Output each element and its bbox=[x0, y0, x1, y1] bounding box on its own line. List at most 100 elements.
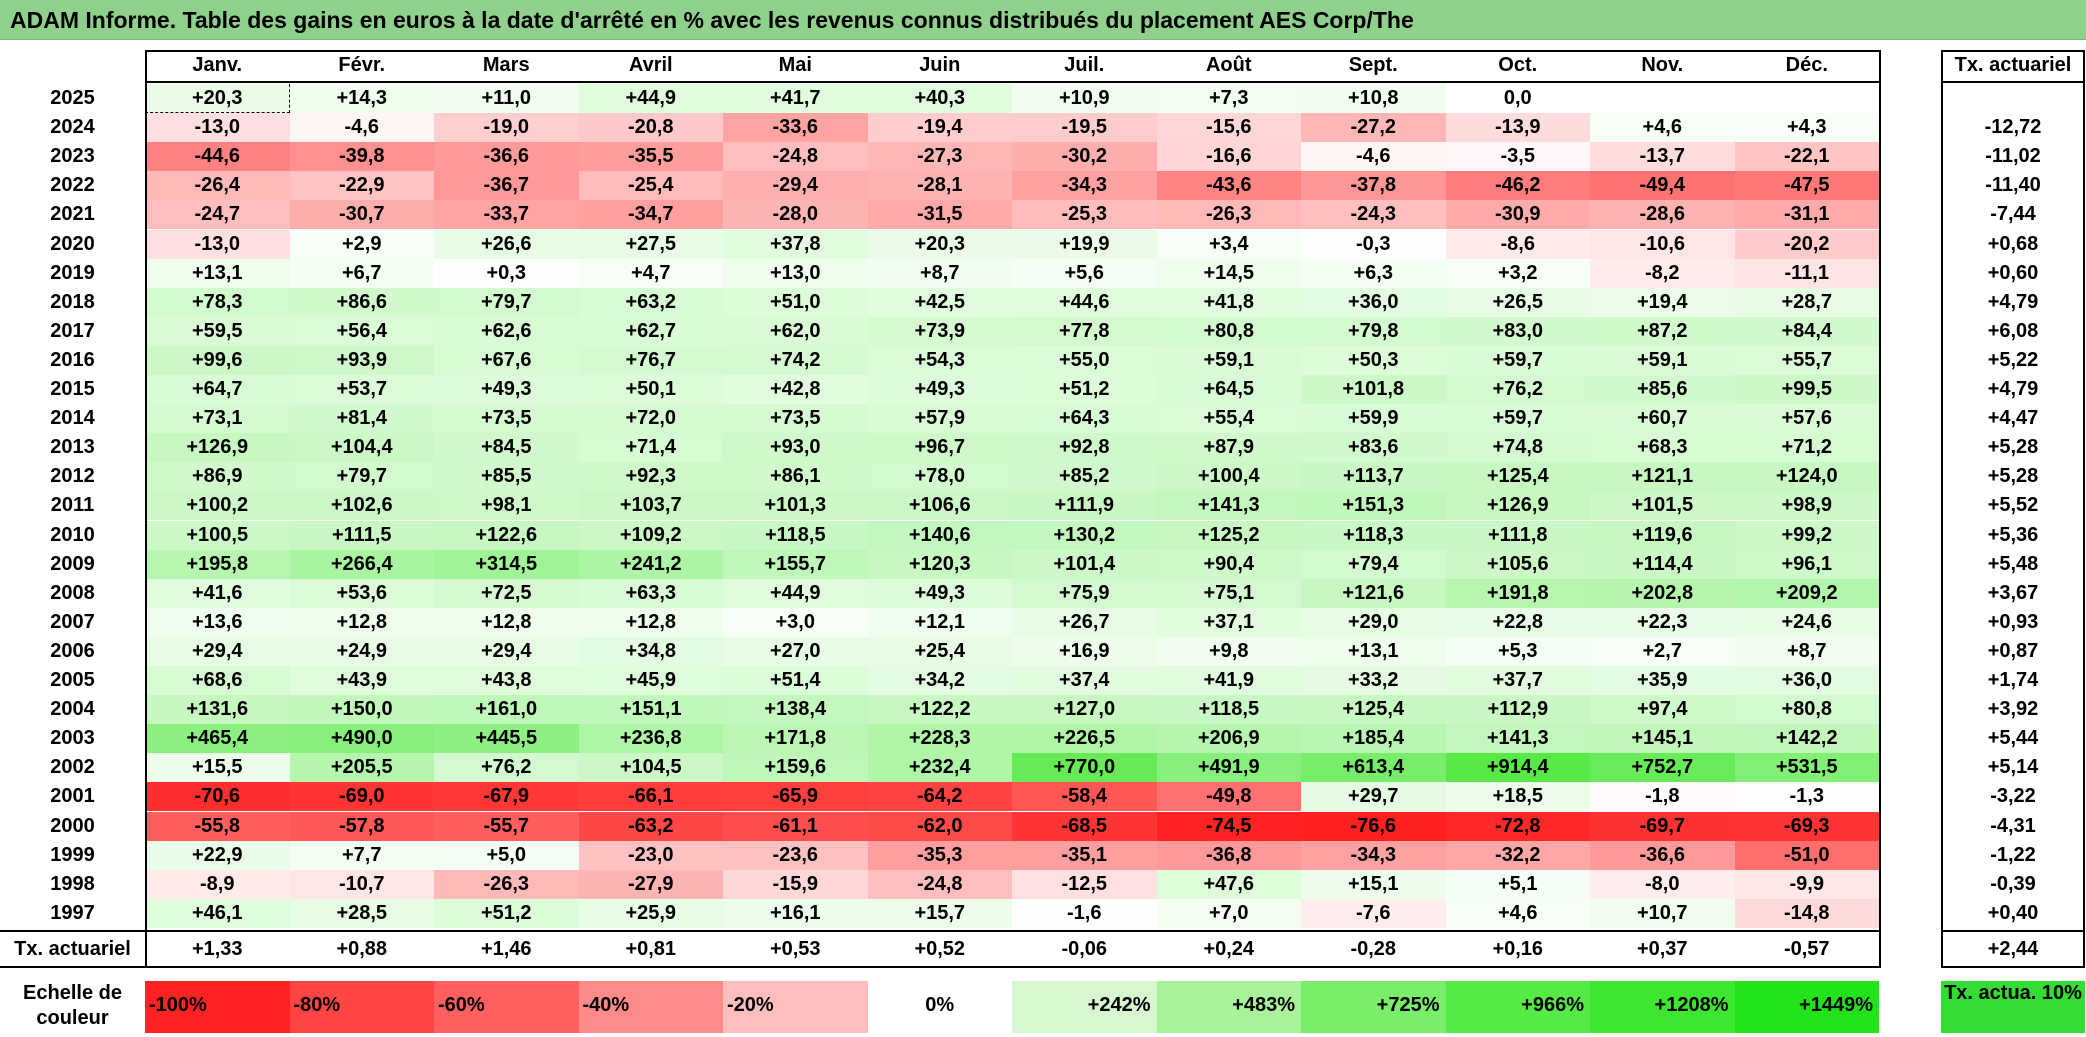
heatmap-cell: -33,6 bbox=[723, 113, 868, 143]
heatmap-cell: -69,7 bbox=[1590, 811, 1735, 841]
column-header: Oct. bbox=[1445, 50, 1590, 83]
heatmap-cell: +118,5 bbox=[723, 520, 868, 550]
heatmap-cell: +73,9 bbox=[867, 316, 1012, 346]
year-label: 2025 bbox=[50, 87, 95, 109]
heatmap-cell: +314,5 bbox=[434, 549, 579, 579]
heatmap-cell: +43,8 bbox=[434, 666, 579, 696]
heatmap-cell: -30,2 bbox=[1012, 142, 1157, 172]
heatmap-cell: +44,9 bbox=[723, 578, 868, 608]
scale-stop: -40% bbox=[578, 981, 723, 1033]
heatmap-cell: +55,7 bbox=[1734, 345, 1879, 375]
heatmap-cell: -4,6 bbox=[1301, 142, 1446, 172]
heatmap-cell: +43,9 bbox=[289, 666, 434, 696]
heatmap-cell: +79,8 bbox=[1301, 316, 1446, 346]
heatmap-cell: +142,2 bbox=[1734, 724, 1879, 754]
year-label: 1997 bbox=[50, 901, 95, 924]
heatmap-cell: +111,8 bbox=[1445, 520, 1590, 550]
heatmap-cell: -24,3 bbox=[1301, 200, 1446, 230]
heatmap-cell: -27,9 bbox=[578, 869, 723, 899]
heatmap-cell: +26,5 bbox=[1445, 287, 1590, 317]
heatmap-cell: +18,5 bbox=[1445, 782, 1590, 812]
heatmap-cell: +10,8 bbox=[1301, 84, 1446, 114]
heatmap-cell: -55,7 bbox=[434, 811, 579, 841]
heatmap-cell: -20,2 bbox=[1734, 229, 1879, 259]
heatmap-cell: -49,4 bbox=[1590, 171, 1735, 201]
heatmap-cell: +14,3 bbox=[289, 84, 434, 114]
heatmap-cell: +145,1 bbox=[1590, 724, 1735, 754]
heatmap-cell bbox=[1734, 84, 1879, 114]
heatmap-cell: -36,6 bbox=[434, 142, 579, 172]
heatmap-cell: +97,4 bbox=[1590, 695, 1735, 725]
rate-column-header: Tx. actuariel bbox=[1941, 50, 2085, 83]
heatmap-cell: +141,3 bbox=[1156, 491, 1301, 521]
rate-value: +5,48 bbox=[1987, 552, 2039, 575]
rate-value: +0,68 bbox=[1987, 232, 2039, 255]
heatmap-cell: -13,0 bbox=[145, 113, 290, 143]
column-header: Sept. bbox=[1301, 50, 1446, 83]
heatmap-cell: +78,3 bbox=[145, 287, 290, 317]
rate-value: +4,79 bbox=[1987, 290, 2039, 313]
heatmap-cell: +68,6 bbox=[145, 666, 290, 696]
total-rate-value: -0,28 bbox=[1301, 930, 1446, 968]
heatmap-cell: +100,4 bbox=[1156, 462, 1301, 492]
heatmap-cell: +15,5 bbox=[145, 753, 290, 783]
heatmap-cell: -55,8 bbox=[145, 811, 290, 841]
heatmap-cell: -34,3 bbox=[1301, 840, 1446, 870]
heatmap-cell: +37,8 bbox=[723, 229, 868, 259]
heatmap-cell: +35,9 bbox=[1590, 666, 1735, 696]
rate-value: +5,44 bbox=[1987, 727, 2039, 750]
rate-value: +3,92 bbox=[1987, 698, 2039, 721]
heatmap-cell: +125,2 bbox=[1156, 520, 1301, 550]
heatmap-cell: +27,0 bbox=[723, 636, 868, 666]
heatmap-cell: +119,6 bbox=[1590, 520, 1735, 550]
heatmap-cell: -51,0 bbox=[1734, 840, 1879, 870]
heatmap-cell: +24,9 bbox=[289, 636, 434, 666]
heatmap-cell: +45,9 bbox=[578, 666, 723, 696]
scale-stop: 0% bbox=[867, 981, 1012, 1033]
heatmap-cell: +5,6 bbox=[1012, 258, 1157, 288]
rate-value: -4,31 bbox=[1990, 814, 2036, 837]
heatmap-cell: -31,1 bbox=[1734, 200, 1879, 230]
heatmap-cell: +531,5 bbox=[1734, 753, 1879, 783]
rate-value: +0,93 bbox=[1987, 610, 2039, 633]
heatmap-cell: +77,8 bbox=[1012, 316, 1157, 346]
heatmap-cell: -4,6 bbox=[289, 113, 434, 143]
heatmap-cell: +93,0 bbox=[723, 433, 868, 463]
heatmap-cell: +64,7 bbox=[145, 375, 290, 405]
rate-value: +5,52 bbox=[1987, 494, 2039, 517]
scale-stop: +966% bbox=[1445, 981, 1590, 1033]
heatmap-cell: +59,1 bbox=[1156, 345, 1301, 375]
heatmap-cell: +55,0 bbox=[1012, 345, 1157, 375]
heatmap-cell: +73,1 bbox=[145, 404, 290, 434]
heatmap-cell: +51,0 bbox=[723, 287, 868, 317]
heatmap-cell: +8,7 bbox=[1734, 636, 1879, 666]
year-label: 2008 bbox=[50, 581, 95, 604]
heatmap-cell: -26,3 bbox=[434, 869, 579, 899]
heatmap-cell: +102,6 bbox=[289, 491, 434, 521]
heatmap-cell: +56,4 bbox=[289, 316, 434, 346]
heatmap-cell: -24,8 bbox=[867, 869, 1012, 899]
total-row-label: Tx. actuariel bbox=[0, 930, 145, 968]
heatmap-cell: +83,6 bbox=[1301, 433, 1446, 463]
heatmap-cell: -20,8 bbox=[578, 113, 723, 143]
heatmap-cell: +57,6 bbox=[1734, 404, 1879, 434]
heatmap-cell: -31,5 bbox=[867, 200, 1012, 230]
heatmap-cell: +12,8 bbox=[434, 607, 579, 637]
heatmap-cell: +29,4 bbox=[434, 636, 579, 666]
heatmap-cell: -76,6 bbox=[1301, 811, 1446, 841]
heatmap-cell: -26,3 bbox=[1156, 200, 1301, 230]
heatmap-cell: +20,3 bbox=[867, 229, 1012, 259]
rate-value: +3,67 bbox=[1987, 581, 2039, 604]
rate-value: +5,22 bbox=[1987, 348, 2039, 371]
heatmap-cell: +140,6 bbox=[867, 520, 1012, 550]
heatmap-cell: +49,3 bbox=[434, 375, 579, 405]
heatmap-cell: +101,3 bbox=[723, 491, 868, 521]
heatmap-cell: +27,5 bbox=[578, 229, 723, 259]
scale-stop: -100% bbox=[145, 981, 290, 1033]
heatmap-cell: -10,7 bbox=[289, 869, 434, 899]
heatmap-cell: +491,9 bbox=[1156, 753, 1301, 783]
heatmap-cell: +13,0 bbox=[723, 258, 868, 288]
heatmap-cell: +34,2 bbox=[867, 666, 1012, 696]
rate-value: +4,79 bbox=[1987, 378, 2039, 400]
heatmap-cell: +28,5 bbox=[289, 898, 434, 928]
